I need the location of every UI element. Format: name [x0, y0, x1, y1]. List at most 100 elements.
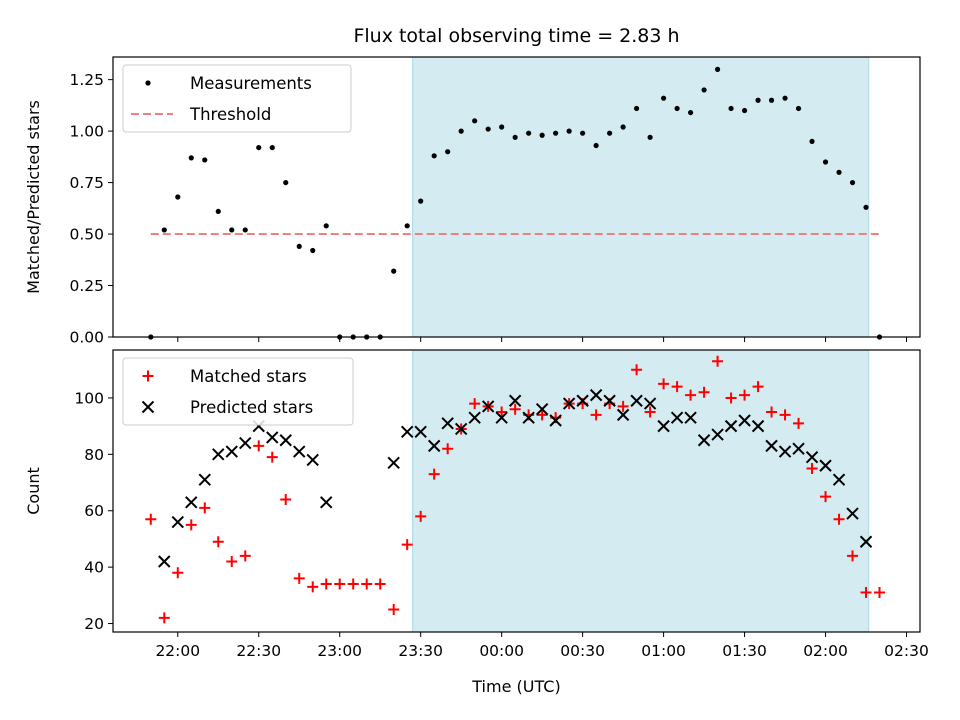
measurement-point: [566, 128, 572, 134]
measurement-point: [242, 227, 248, 233]
measurement-point: [229, 227, 235, 233]
predicted-point: [239, 436, 252, 450]
matched-point: [658, 378, 670, 390]
predicted-point: [778, 445, 792, 458]
matched-point: [239, 550, 251, 562]
y-tick-label: 100: [74, 389, 104, 407]
x-tick-label: 00:00: [479, 642, 524, 660]
matched-point: [509, 403, 521, 415]
matched-point: [266, 451, 278, 463]
measurement-point: [809, 138, 815, 145]
predicted-point: [212, 448, 225, 461]
matched-point: [212, 536, 224, 548]
x-tick-label: 02:30: [884, 642, 929, 660]
legend-entry: Matched stars: [190, 367, 307, 386]
predicted-point: [751, 419, 765, 433]
bottom-panel: 20 40 60 80 100 22:00 22:30 23:00 23:30 00:00 00:3…: [24, 349, 929, 696]
predicted-point: [603, 394, 616, 407]
predicted-point: [306, 453, 319, 467]
matched-point: [725, 392, 737, 404]
measurement-point: [458, 128, 464, 134]
y-tick-label: 20: [84, 615, 104, 633]
measurement-point: [863, 204, 869, 210]
matched-point: [739, 389, 751, 401]
predicted-point: [522, 411, 535, 424]
predicted-point: [320, 496, 333, 509]
x-tick-label: 01:00: [641, 642, 686, 660]
matched-point: [847, 550, 859, 562]
matched-point: [293, 572, 305, 584]
x-tick-label: 22:30: [236, 642, 281, 660]
measurement-point: [755, 97, 761, 103]
matched-point: [280, 493, 292, 505]
predicted-point: [576, 394, 589, 407]
matched-point: [253, 440, 265, 452]
bottom-axes-frame: [112, 349, 921, 633]
legend-box: [122, 64, 352, 133]
measurement-point: [687, 109, 694, 116]
matched-point: [347, 578, 359, 590]
matched-point: [536, 409, 548, 421]
predicted-point: [616, 408, 630, 422]
measurement-point: [310, 247, 316, 254]
predicted-point: [481, 400, 495, 413]
y-tick-label: 1.25: [69, 71, 104, 89]
measurement-point: [283, 179, 289, 186]
predicted-point: [630, 394, 643, 407]
measurement-point: [674, 105, 680, 112]
matched-point: [833, 513, 845, 525]
matched-point: [334, 578, 346, 590]
legend-entry: Measurements: [190, 74, 312, 93]
matched-point: [428, 468, 440, 480]
measurement-point: [472, 118, 478, 124]
measurement-point: [822, 159, 829, 165]
matched-point: [631, 364, 643, 376]
predicted-point: [711, 428, 724, 441]
bottom-legend: Matched stars Predicted stars: [122, 357, 354, 426]
measurement-point: [795, 105, 802, 112]
measurement-point: [269, 144, 275, 151]
matched-point: [320, 578, 332, 590]
predicted-point: [643, 397, 657, 410]
matched-point: [158, 612, 170, 624]
measurement-point: [782, 95, 788, 101]
predicted-point: [657, 419, 670, 433]
predicted-point: [738, 414, 751, 427]
measurement-point: [188, 155, 194, 161]
predicted-point: [198, 473, 211, 486]
predicted-point: [819, 459, 832, 472]
predicted-point: [279, 434, 292, 447]
matched-point: [401, 539, 413, 551]
bottom-observing-region: [412, 349, 870, 633]
measurement-point: [323, 223, 329, 229]
measurement-point: [431, 153, 437, 159]
predicted-point: [535, 403, 549, 416]
matched-point: [806, 462, 818, 474]
y-tick-label: 60: [84, 502, 104, 520]
predicted-point: [441, 417, 454, 430]
predicted-point: [832, 473, 846, 486]
x-tick-label: 01:30: [722, 642, 767, 660]
matched-point: [766, 406, 778, 418]
measurement-point: [849, 179, 856, 186]
matched-point: [469, 398, 481, 410]
measurement-point: [499, 124, 505, 130]
matched-point: [374, 578, 386, 590]
y-tick-label: 40: [84, 559, 104, 577]
measurement-point: [836, 169, 842, 175]
measurement-point: [741, 107, 748, 114]
matched-point: [590, 409, 602, 421]
predicted-point: [508, 394, 522, 407]
matched-point: [442, 443, 454, 455]
predicted-point: [158, 555, 171, 568]
matched-point: [698, 386, 710, 398]
measurement-point: [526, 130, 532, 136]
matched-point: [307, 581, 319, 593]
measurement-point: [539, 132, 545, 138]
matched-point: [793, 417, 805, 429]
predicted-point: [846, 507, 859, 520]
predicted-point: [792, 442, 805, 455]
legend-measurement-swatch: [145, 80, 151, 86]
y-axis-label: Matched/Predicted stars: [24, 100, 43, 294]
